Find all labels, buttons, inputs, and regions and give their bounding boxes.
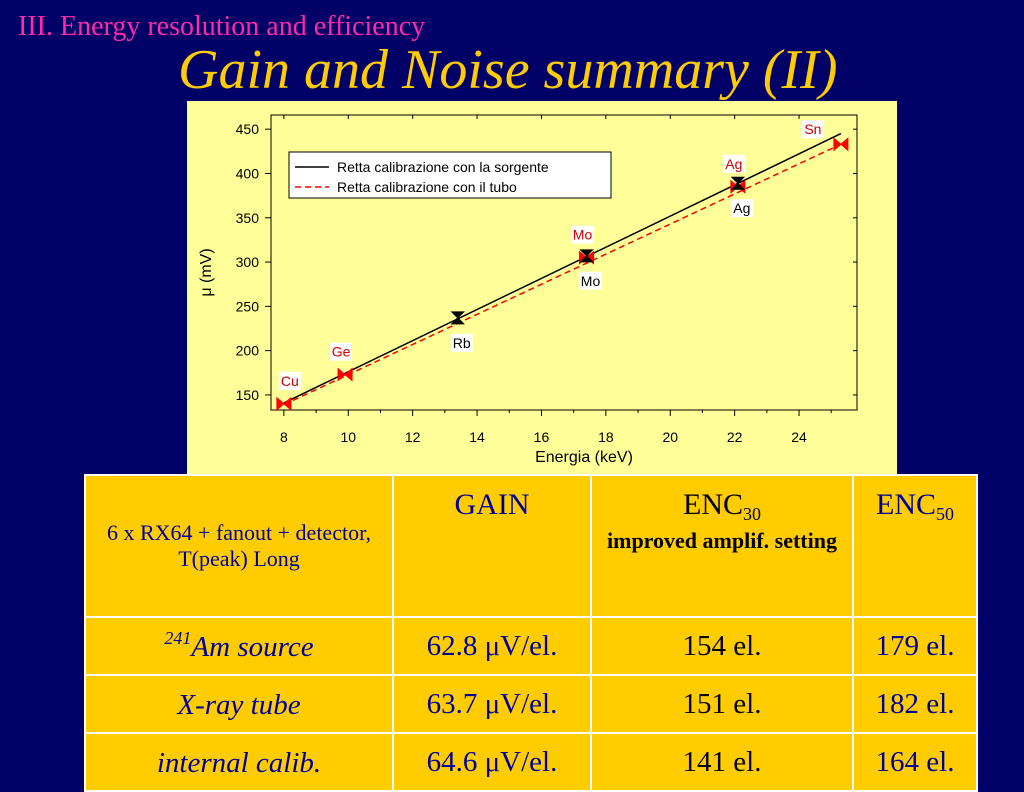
header-enc30-note: improved amplif. setting xyxy=(607,528,837,553)
tube-point-label-bg xyxy=(722,154,745,173)
row-label: internal calib. xyxy=(84,732,394,792)
source-calibration-line xyxy=(283,132,842,404)
enc30-value: 141 el. xyxy=(590,732,854,792)
source-point-label: Mo xyxy=(581,273,601,289)
tube-point-label-bg xyxy=(278,371,301,390)
tube-calibration-line xyxy=(283,143,842,406)
legend-box xyxy=(288,151,612,199)
x-axis-title: Energia (keV) xyxy=(535,449,633,466)
y-tick-label: 350 xyxy=(236,210,260,226)
row-label: X-ray tube xyxy=(84,674,394,734)
tube-point-label: Ge xyxy=(332,344,351,360)
y-tick-label: 200 xyxy=(236,343,260,359)
summary-table: 6 x RX64 + fanout + detector, T(peak) Lo… xyxy=(84,474,978,792)
table-row: internal calib. 64.6 μV/el. 141 el. 164 … xyxy=(84,732,978,792)
y-tick-label: 250 xyxy=(236,298,260,314)
source-point-marker xyxy=(579,249,594,263)
x-tick-label: 18 xyxy=(598,429,614,445)
calibration-chart: 8 10 12 14 16 18 20 22 24 150 200 250 300 350 400 450 En… xyxy=(198,114,858,466)
row-label-text: Am source xyxy=(191,631,314,663)
y-tick-label: 300 xyxy=(236,254,260,270)
x-tick-label: 16 xyxy=(534,429,550,445)
tube-point-label: Cu xyxy=(281,373,299,389)
tube-point-label-bg xyxy=(330,342,353,361)
source-point-label-bg xyxy=(579,271,602,290)
x-tick-label: 8 xyxy=(280,429,288,445)
enc50-value: 182 el. xyxy=(852,674,978,734)
enc30-value: 151 el. xyxy=(590,674,854,734)
header-gain: GAIN xyxy=(392,474,592,618)
enc50-value: 164 el. xyxy=(852,732,978,792)
header-enc30-main: ENC xyxy=(683,488,743,521)
row-label-text: X-ray tube xyxy=(177,689,301,721)
header-description: 6 x RX64 + fanout + detector, T(peak) Lo… xyxy=(84,474,394,618)
tube-point-label: Mo xyxy=(573,227,593,243)
y-tick-label: 400 xyxy=(236,165,260,181)
x-tick-label: 10 xyxy=(340,429,356,445)
source-point-marker xyxy=(450,311,465,325)
header-enc50: ENC50 xyxy=(852,474,978,618)
legend-label: Retta calibrazione con la sorgente xyxy=(337,159,549,175)
header-enc50-sub: 50 xyxy=(936,504,954,524)
x-tick-label: 20 xyxy=(662,429,678,445)
x-tick-label: 14 xyxy=(469,429,485,445)
tube-point-label-bg xyxy=(571,225,594,244)
y-tick-label: 150 xyxy=(236,387,260,403)
row-label: 241Am source xyxy=(84,616,394,676)
legend-label: Retta calibrazione con il tubo xyxy=(337,179,517,195)
table-header-row: 6 x RX64 + fanout + detector, T(peak) Lo… xyxy=(84,474,978,618)
header-enc30: ENC30 improved amplif. setting xyxy=(590,474,854,618)
tube-point-label: Sn xyxy=(804,121,821,137)
source-point-label: Ag xyxy=(733,200,750,216)
header-enc30-sub: 30 xyxy=(743,504,761,524)
header-enc50-main: ENC xyxy=(876,488,936,521)
tube-point-label-bg xyxy=(801,120,824,139)
source-point-label: Rb xyxy=(453,335,471,351)
tube-point-marker xyxy=(276,396,292,411)
tube-point-marker xyxy=(337,367,353,382)
source-point-label-bg xyxy=(450,333,473,352)
row-label-superscript: 241 xyxy=(164,628,192,648)
x-tick-label: 22 xyxy=(727,429,743,445)
gain-value: 63.7 μV/el. xyxy=(392,674,592,734)
table-row: 241Am source 62.8 μV/el. 154 el. 179 el. xyxy=(84,616,978,676)
gain-value: 64.6 μV/el. xyxy=(392,732,592,792)
y-tick-label: 450 xyxy=(236,121,260,137)
chart-panel: 8 10 12 14 16 18 20 22 24 150 200 250 300 350 400 450 En… xyxy=(187,101,897,475)
source-point-marker xyxy=(730,176,746,190)
table-row: X-ray tube 63.7 μV/el. 151 el. 182 el. xyxy=(84,674,978,734)
x-tick-label: 24 xyxy=(791,429,807,445)
tube-point-marker xyxy=(833,137,849,152)
slide-title: Gain and Noise summary (II) xyxy=(178,39,838,101)
enc50-value: 179 el. xyxy=(852,616,978,676)
tube-point-label: Ag xyxy=(725,156,742,172)
enc30-value: 154 el. xyxy=(590,616,854,676)
row-label-text: internal calib. xyxy=(156,747,322,779)
section-title: III. Energy resolution and efficiency xyxy=(18,11,426,42)
source-point-label-bg xyxy=(730,199,753,218)
x-tick-label: 12 xyxy=(405,429,421,445)
gain-value: 62.8 μV/el. xyxy=(392,616,592,676)
y-axis-title: μ (mV) xyxy=(198,248,215,296)
